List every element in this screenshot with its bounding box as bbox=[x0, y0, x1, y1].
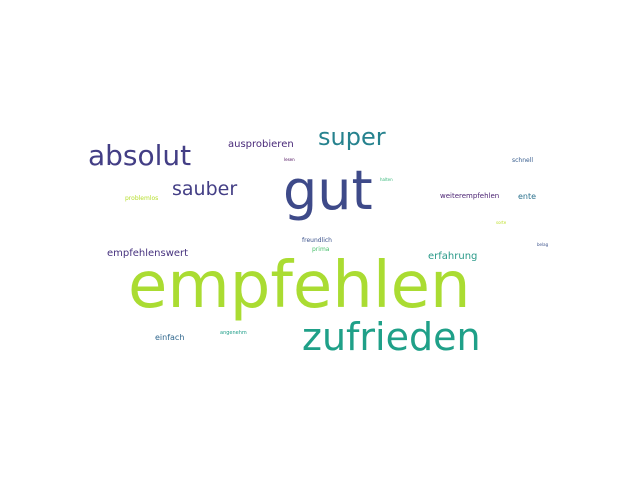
word-weiterempfehlen: weiterempfehlen bbox=[440, 192, 500, 200]
word-gut: gut bbox=[283, 159, 373, 222]
word-belag: belag bbox=[537, 242, 549, 247]
word-lesen: lesen bbox=[284, 157, 295, 162]
word-halten: halten bbox=[380, 177, 393, 182]
word-sorte: sorte bbox=[496, 220, 507, 225]
word-angenehm: angenehm bbox=[220, 330, 247, 336]
word-super: super bbox=[318, 123, 386, 151]
word-freundlich: freundlich bbox=[302, 237, 332, 244]
word-schnell: schnell bbox=[512, 157, 534, 164]
word-prima: prima bbox=[312, 246, 330, 253]
word-absolut: absolut bbox=[88, 139, 192, 172]
word-einfach: einfach bbox=[155, 333, 185, 342]
word-empfehlenswert: empfehlenswert bbox=[107, 248, 189, 259]
word-erfahrung: erfahrung bbox=[428, 251, 478, 262]
word-ausprobieren: ausprobieren bbox=[228, 139, 294, 150]
word-ente: ente bbox=[518, 192, 537, 201]
word-sauber: sauber bbox=[172, 178, 238, 200]
word-problemlos: problemlos bbox=[125, 195, 159, 202]
word-empfehlen: empfehlen bbox=[128, 249, 471, 323]
word-zufrieden: zufrieden bbox=[302, 315, 481, 359]
